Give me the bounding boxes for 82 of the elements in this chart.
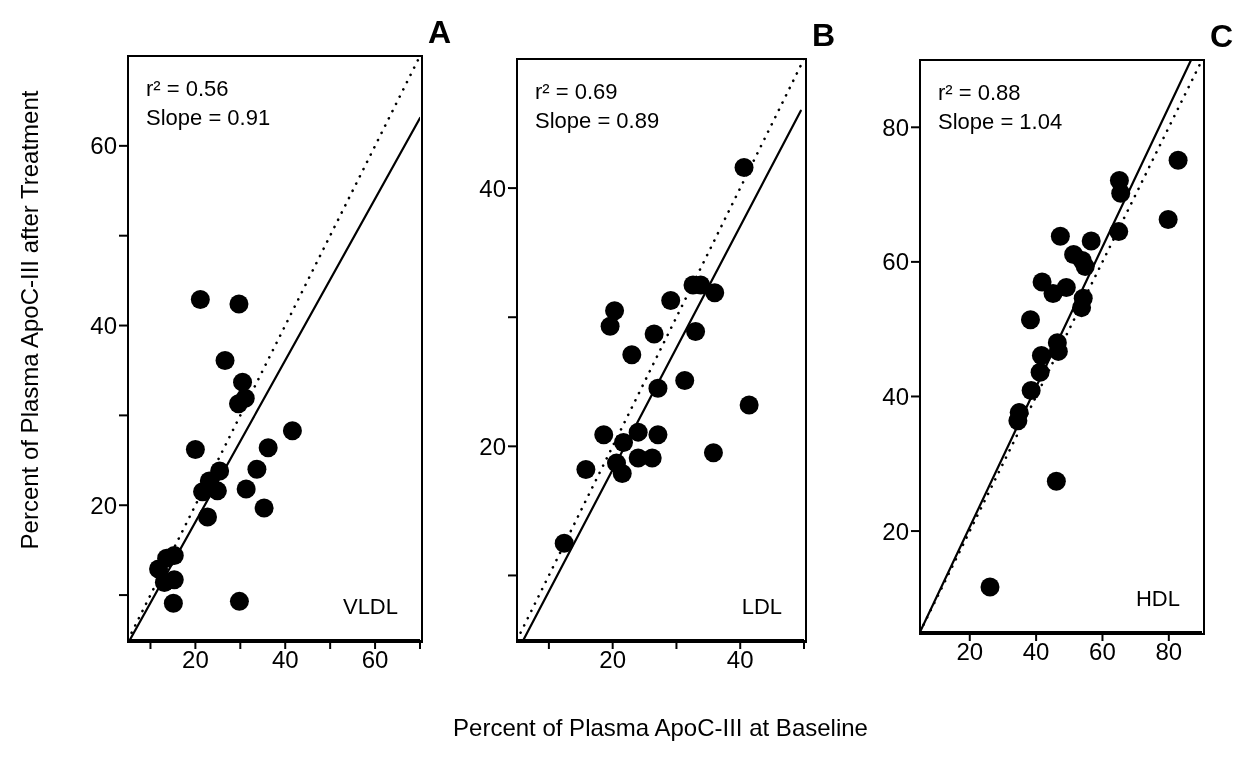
point xyxy=(1021,380,1041,400)
chart-title: A xyxy=(428,14,452,50)
y-tick-label: 80 xyxy=(882,113,909,141)
x-tick-label: 40 xyxy=(726,646,754,674)
chart-title: C xyxy=(1210,18,1234,54)
point xyxy=(594,425,614,445)
point xyxy=(1008,411,1028,431)
point xyxy=(739,395,759,415)
point xyxy=(1072,298,1092,318)
point xyxy=(258,438,278,458)
point xyxy=(164,570,184,590)
annotation: r² = 0.69 xyxy=(535,78,619,106)
point xyxy=(734,157,754,177)
point xyxy=(612,463,632,483)
point xyxy=(1020,310,1040,330)
point xyxy=(1043,284,1063,304)
annotation: Slope = 0.91 xyxy=(146,104,271,132)
point xyxy=(628,422,648,442)
point xyxy=(1046,471,1066,491)
annotation: VLDL xyxy=(342,594,398,620)
point xyxy=(980,577,1000,597)
x-axis-title: Percent of Plasma ApoC-III at Baseline xyxy=(453,714,868,742)
point xyxy=(1075,257,1095,277)
point xyxy=(229,591,249,611)
y-tick-label: 40 xyxy=(882,382,909,410)
point xyxy=(644,324,664,344)
point xyxy=(282,421,302,441)
x-tick-label: 20 xyxy=(599,646,627,674)
point xyxy=(554,533,574,553)
point xyxy=(576,460,596,480)
point xyxy=(648,425,668,445)
point xyxy=(229,394,249,414)
annotation: HDL xyxy=(1135,586,1180,612)
point xyxy=(1168,150,1188,170)
point xyxy=(233,372,253,392)
point xyxy=(1109,222,1129,242)
point xyxy=(600,316,620,336)
point xyxy=(1111,183,1131,203)
point xyxy=(1031,345,1051,365)
y-tick-label: 60 xyxy=(882,248,909,276)
annotation: LDL xyxy=(741,594,782,620)
y-axis-title: Percent of Plasma ApoC-III after Treatment xyxy=(16,90,44,550)
point xyxy=(1081,231,1101,251)
point xyxy=(185,440,205,460)
point xyxy=(661,290,681,310)
annotation: r² = 0.56 xyxy=(146,75,230,103)
point xyxy=(215,351,235,371)
annotation: Slope = 1.04 xyxy=(938,108,1063,136)
x-tick-label: 60 xyxy=(361,646,389,674)
x-tick-label: 40 xyxy=(271,646,299,674)
annotation: Slope = 0.89 xyxy=(535,107,660,135)
point xyxy=(648,378,668,398)
y-tick-label: 40 xyxy=(90,312,117,340)
x-tick-label: 80 xyxy=(1155,638,1183,666)
x-tick-label: 60 xyxy=(1089,638,1116,666)
chart-title: B xyxy=(812,17,836,53)
point xyxy=(642,448,662,468)
y-tick-label: 20 xyxy=(90,491,117,519)
point xyxy=(705,283,725,303)
point xyxy=(1050,226,1070,246)
point xyxy=(163,593,183,613)
point xyxy=(247,459,267,479)
point xyxy=(703,443,723,463)
x-tick-label: 20 xyxy=(956,638,984,666)
y-tick-label: 20 xyxy=(882,517,909,545)
point xyxy=(605,301,625,321)
point xyxy=(686,321,706,341)
point xyxy=(236,479,256,499)
point xyxy=(190,289,210,309)
point xyxy=(198,507,218,527)
point xyxy=(229,294,249,314)
x-tick-label: 20 xyxy=(182,646,209,674)
point xyxy=(1030,362,1050,382)
x-tick-label: 40 xyxy=(1022,638,1050,666)
point xyxy=(1158,209,1178,229)
annotation: r² = 0.88 xyxy=(938,79,1022,107)
point xyxy=(614,432,634,452)
y-tick-label: 60 xyxy=(90,132,117,160)
point xyxy=(622,345,642,365)
point xyxy=(675,370,695,390)
point xyxy=(254,498,274,518)
point xyxy=(207,481,227,501)
